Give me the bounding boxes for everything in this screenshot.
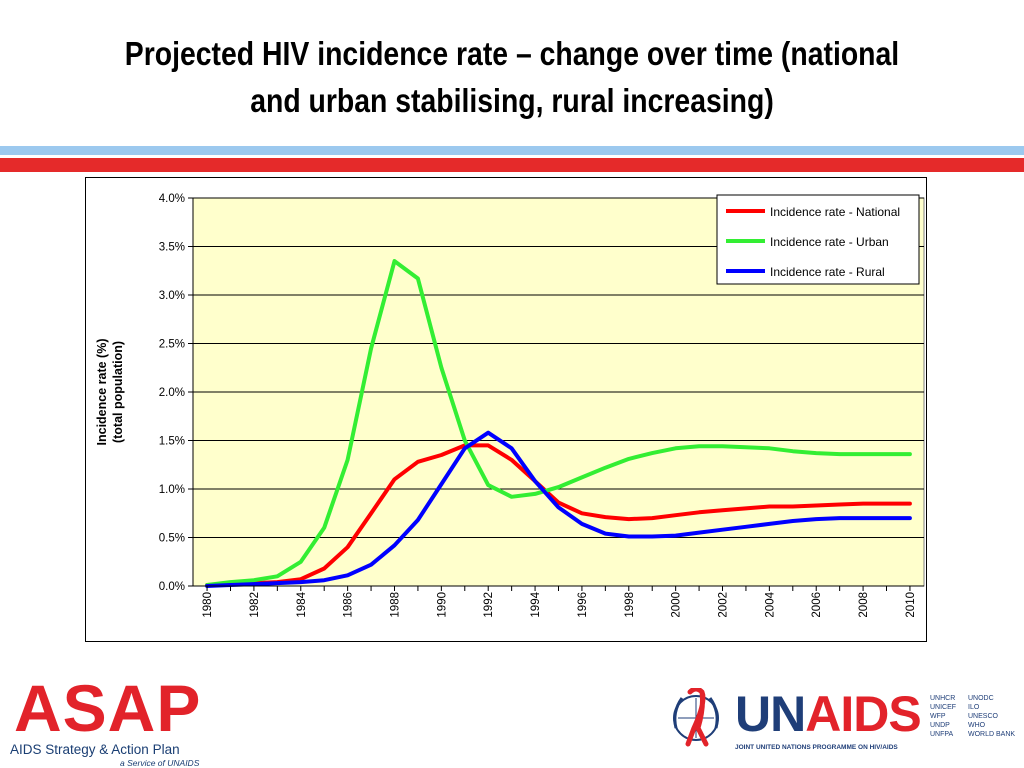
x-tick-label: 1982 (249, 592, 261, 618)
x-tick-label: 2004 (764, 591, 776, 617)
x-tick-label: 2008 (858, 592, 870, 618)
x-tick-label: 1994 (530, 591, 542, 617)
y-tick-label: 3.5% (159, 242, 185, 254)
x-tick-label: 1990 (436, 592, 448, 618)
legend-label: Incidence rate - Rural (770, 265, 885, 279)
x-tick-label: 1992 (483, 592, 495, 618)
un-emblem-icon (673, 688, 719, 747)
y-tick-label: 4.0% (159, 193, 185, 205)
chart: 0.0% 0.5% 1.0% 1.5% 2.0% 2.5% 3.0% 3.5% 4.0% 1980… (95, 193, 925, 618)
unaids-logo-word: UNAIDS (735, 686, 922, 742)
slide-title: Projected HIV incidence rate – change ov… (124, 35, 900, 119)
series-line-incidence-rate-urban (205, 259, 912, 587)
y-tick-label: 0.5% (159, 533, 185, 545)
x-tick-label: 2000 (671, 592, 683, 618)
y-axis-title: Incidence rate (%) (95, 339, 109, 446)
series-line-incidence-rate-national (205, 443, 912, 587)
x-tick-label: 2010 (905, 592, 917, 618)
y-tick-label: 2.5% (159, 339, 185, 351)
y-tick-label: 0.0% (159, 581, 185, 593)
y-tick-label: 1.5% (159, 436, 185, 448)
unaids-logo: UNAIDS JOINT UNITED NATIONS PROGRAMME ON… (662, 686, 1024, 768)
asap-logo: ASAP AIDS Strategy & Action Plan a Servi… (8, 673, 238, 768)
x-tick-label: 1986 (343, 592, 355, 618)
cosponsor-list-right: UNODC ILO UNESCO WHO WORLD BANK (968, 695, 1016, 738)
x-tick-label: 1998 (624, 592, 636, 618)
header-band-blue (0, 146, 1024, 155)
asap-logo-service: a Service of UNAIDS (120, 758, 200, 768)
x-tick-label: 1988 (389, 592, 401, 618)
x-tick-label: 1984 (296, 591, 308, 617)
asap-logo-tagline: AIDS Strategy & Action Plan (10, 742, 180, 757)
x-tick-label: 1980 (202, 592, 214, 618)
header-band-red (0, 158, 1024, 172)
y-tick-label: 1.0% (159, 484, 185, 496)
y-tick-label: 3.0% (159, 290, 185, 302)
legend-label: Incidence rate - Urban (770, 235, 889, 249)
x-tick-label: 1996 (577, 592, 589, 618)
unaids-logo-tagline: JOINT UNITED NATIONS PROGRAMME ON HIV/AI… (735, 744, 898, 751)
cosponsor-list-left: UNHCR UNICEF WFP UNDP UNFPA (930, 695, 957, 738)
y-axis-title: (total population) (111, 341, 125, 443)
chart-frame: 0.0% 0.5% 1.0% 1.5% 2.0% 2.5% 3.0% 3.5% 4.0% 1980… (85, 177, 927, 642)
y-tick-label: 2.0% (159, 387, 185, 399)
x-tick-label: 2002 (718, 592, 730, 618)
asap-logo-word: ASAP (14, 671, 202, 745)
legend-label: Incidence rate - National (770, 205, 900, 219)
series-line-incidence-rate-rural (205, 430, 912, 588)
x-tick-label: 2006 (811, 592, 823, 618)
